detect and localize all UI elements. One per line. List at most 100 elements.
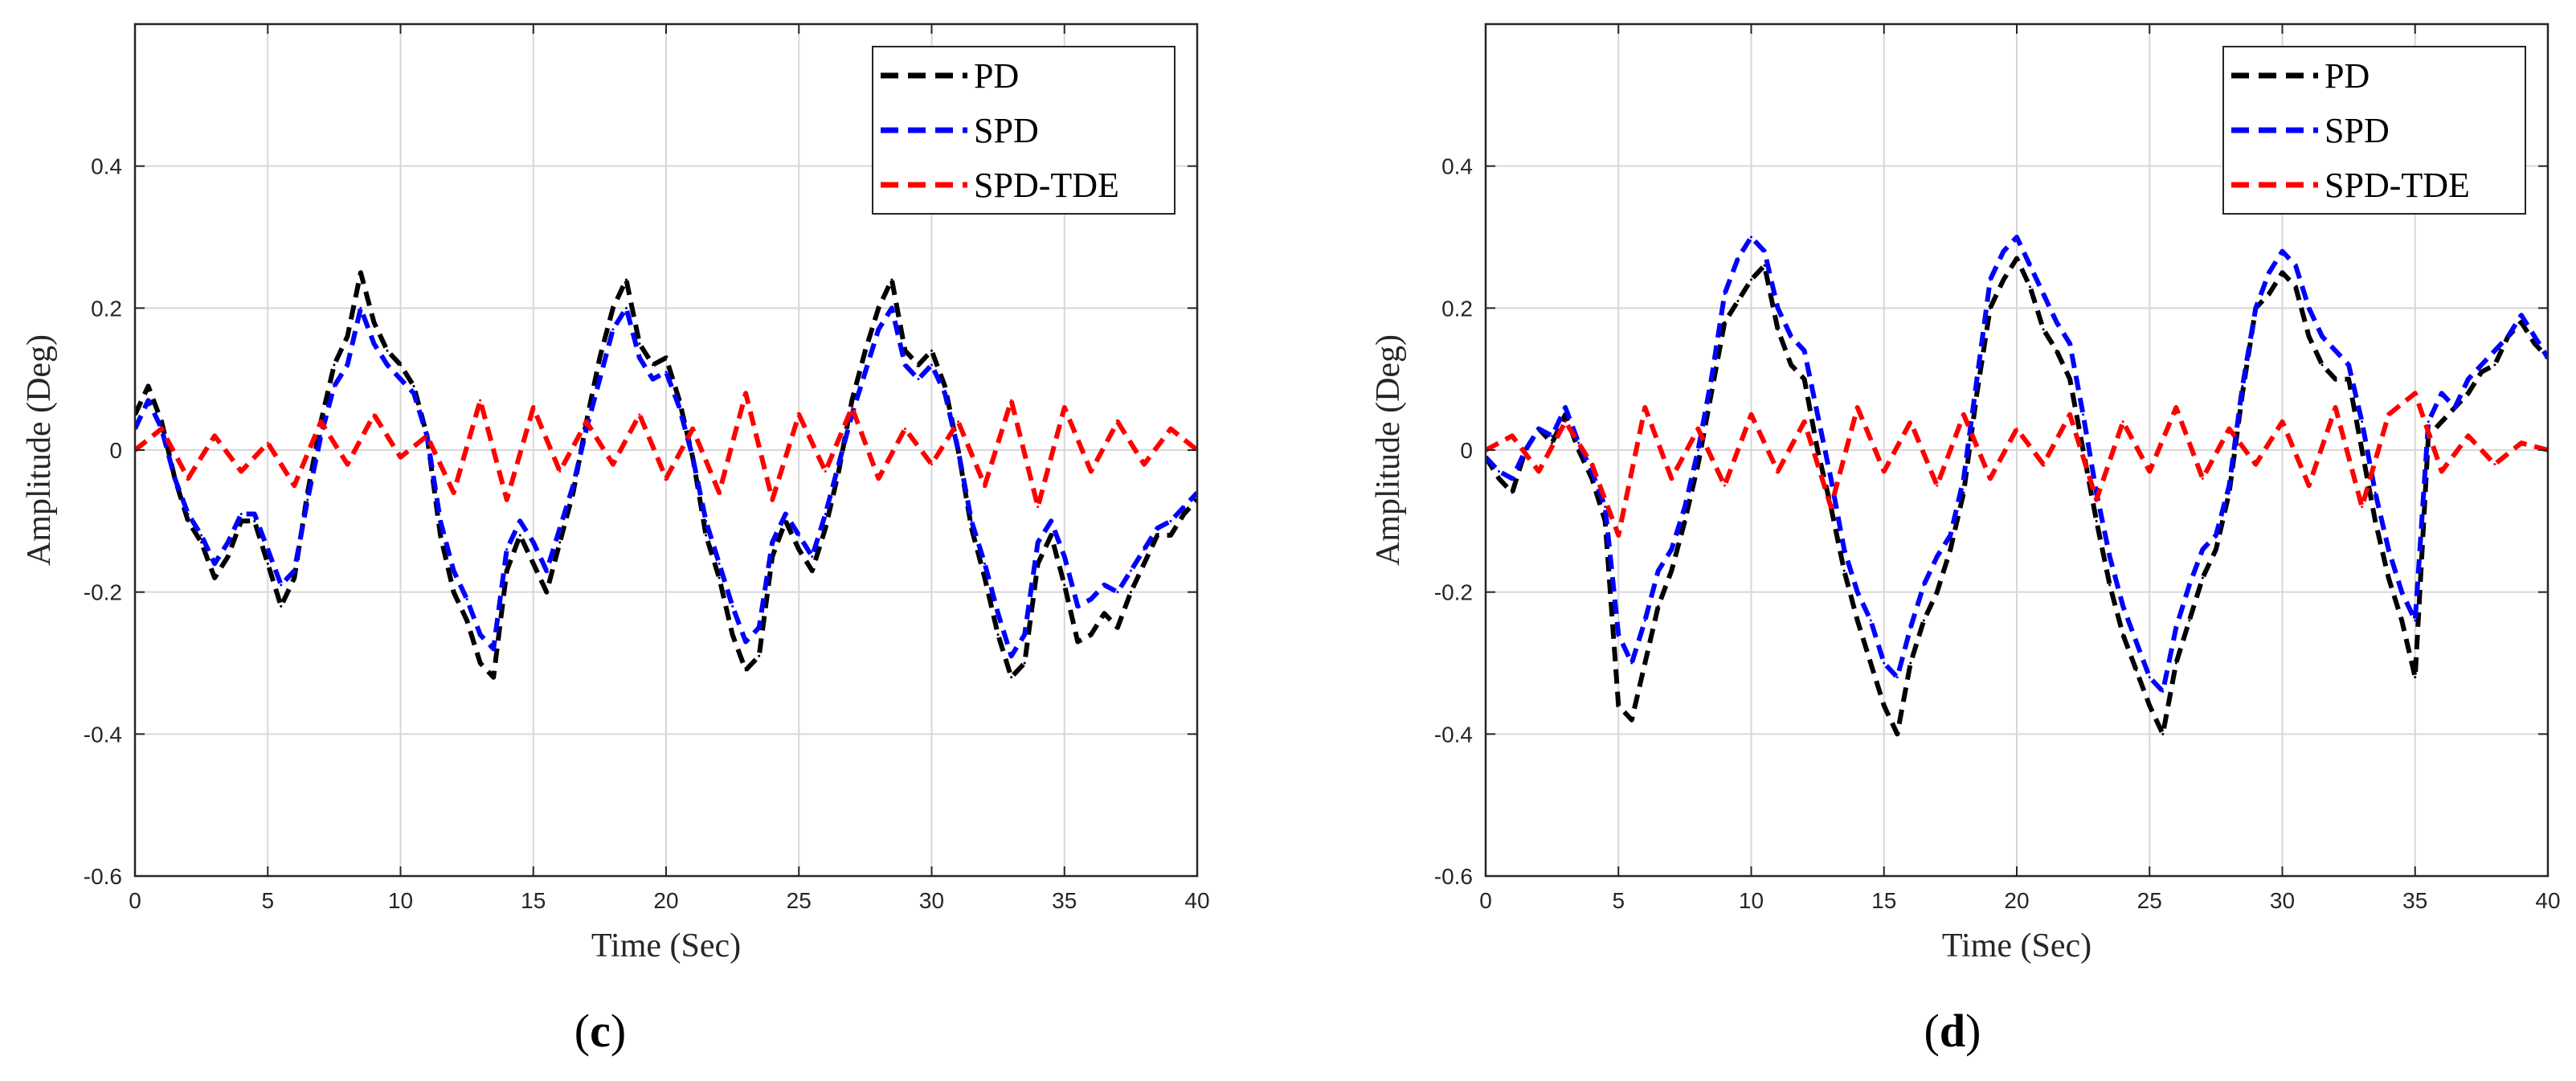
- data-point-pd: [386, 349, 389, 352]
- data-point-pd: [996, 633, 1000, 637]
- data-point-pd: [2361, 448, 2364, 452]
- data-point-pd: [2188, 619, 2191, 622]
- y-tick-label: -0.4: [84, 722, 122, 747]
- data-point-pd: [359, 271, 362, 274]
- data-point-spd: [1895, 676, 1899, 679]
- data-point-pd: [280, 604, 283, 608]
- data-point-spd: [1511, 477, 1514, 480]
- data-point-spd: [691, 456, 694, 459]
- data-point-spd-tde: [2414, 391, 2417, 395]
- data-point-spd-tde: [1116, 420, 1119, 424]
- data-point-spd-tde: [2520, 441, 2523, 444]
- y-axis-label: Amplitude (Deg): [1370, 334, 1407, 566]
- data-point-pd: [2533, 342, 2536, 345]
- data-point-spd-tde: [505, 498, 509, 502]
- data-point-spd: [1922, 583, 1925, 587]
- data-point-pd: [2108, 583, 2112, 587]
- data-point-pd: [917, 363, 920, 366]
- data-point-pd: [1989, 306, 1992, 309]
- data-point-spd: [2241, 385, 2244, 387]
- data-point-spd: [1643, 619, 1646, 622]
- data-point-spd: [1551, 434, 1554, 437]
- data-point-pd: [1856, 619, 1859, 622]
- data-point-spd: [372, 342, 375, 345]
- data-point-pd: [903, 349, 906, 352]
- data-point-spd: [2480, 363, 2483, 366]
- x-tick-label: 30: [919, 888, 944, 913]
- y-tick-label: -0.2: [1434, 580, 1473, 605]
- x-axis-label: Time (Sec): [1942, 927, 2091, 964]
- data-point-pd: [2174, 661, 2177, 665]
- data-point-spd: [1883, 661, 1886, 665]
- data-point-spd-tde: [983, 484, 987, 487]
- data-point-spd-tde: [691, 428, 694, 430]
- data-point-spd: [983, 562, 987, 565]
- data-point-spd: [943, 391, 947, 395]
- data-point-spd-tde: [399, 456, 402, 459]
- data-point-pd: [624, 278, 628, 281]
- data-point-spd-tde: [2068, 413, 2071, 416]
- data-point-spd: [1657, 569, 1660, 572]
- data-point-pd: [1803, 378, 1806, 381]
- data-point-pd: [705, 534, 708, 537]
- data-point-pd: [1102, 612, 1106, 615]
- data-point-spd: [2121, 604, 2124, 608]
- data-point-pd: [2493, 363, 2496, 366]
- data-point-pd: [1511, 491, 1514, 494]
- data-point-spd-tde: [186, 477, 190, 480]
- data-point-spd: [2334, 349, 2337, 352]
- data-point-spd: [571, 484, 574, 487]
- data-point-spd-tde: [1909, 420, 1912, 424]
- caption-close: ): [1965, 1005, 1981, 1057]
- data-point-spd: [1683, 506, 1687, 509]
- legend-label-spd-tde: SPD-TDE: [974, 166, 1119, 205]
- data-point-spd-tde: [824, 470, 827, 473]
- data-point-spd: [2029, 264, 2032, 267]
- data-point-pd: [2320, 363, 2324, 366]
- data-point-pd: [837, 470, 840, 473]
- data-point-spd-tde: [744, 391, 747, 395]
- data-point-spd: [1816, 413, 1819, 416]
- data-point-spd: [2308, 306, 2311, 309]
- data-point-spd-tde: [239, 470, 243, 473]
- data-point-spd-tde: [1670, 477, 1673, 480]
- data-point-spd: [1143, 548, 1146, 551]
- data-point-spd-tde: [2148, 470, 2151, 473]
- chart-panel-d: 0 5 10 15 20 25 30 35 40 -0.6 -0.4 -0.2 0 0.2 0.4 Time …: [1370, 23, 2561, 1057]
- data-point-pd: [2068, 378, 2071, 381]
- data-point-spd: [359, 306, 362, 309]
- data-point-spd-tde: [1696, 428, 1699, 430]
- caption-close: ): [611, 1005, 626, 1057]
- data-point-spd-tde: [1856, 406, 1859, 409]
- data-point-spd: [651, 378, 654, 381]
- data-point-spd-tde: [930, 463, 933, 466]
- data-point-spd: [758, 626, 761, 629]
- data-point-spd: [1803, 349, 1806, 352]
- data-point-spd-tde: [319, 420, 322, 424]
- x-tick-label: 35: [1052, 888, 1077, 913]
- data-point-spd: [2267, 271, 2271, 274]
- data-point-spd: [1182, 506, 1185, 509]
- data-point-pd: [1169, 534, 1172, 537]
- data-point-spd: [744, 641, 747, 643]
- data-point-spd-tde: [797, 413, 800, 416]
- data-point-pd: [1723, 321, 1726, 324]
- data-point-spd: [1630, 661, 1634, 665]
- data-point-pd: [1936, 591, 1939, 594]
- data-point-spd-tde: [1010, 399, 1013, 402]
- data-point-spd: [797, 534, 800, 537]
- data-point-spd: [917, 378, 920, 381]
- data-point-spd: [585, 428, 588, 430]
- data-point-spd: [174, 477, 177, 480]
- data-point-spd: [186, 513, 190, 515]
- data-point-spd: [2214, 534, 2218, 537]
- x-tick-label: 15: [521, 888, 546, 913]
- data-point-spd-tde: [452, 491, 456, 494]
- x-tick-label: 40: [2535, 888, 2560, 913]
- data-point-spd: [837, 463, 840, 466]
- x-tick-label: 40: [1184, 888, 1209, 913]
- data-point-pd: [1777, 328, 1780, 331]
- data-point-spd: [1129, 569, 1132, 572]
- data-point-spd: [2042, 293, 2045, 296]
- data-point-pd: [2002, 278, 2005, 281]
